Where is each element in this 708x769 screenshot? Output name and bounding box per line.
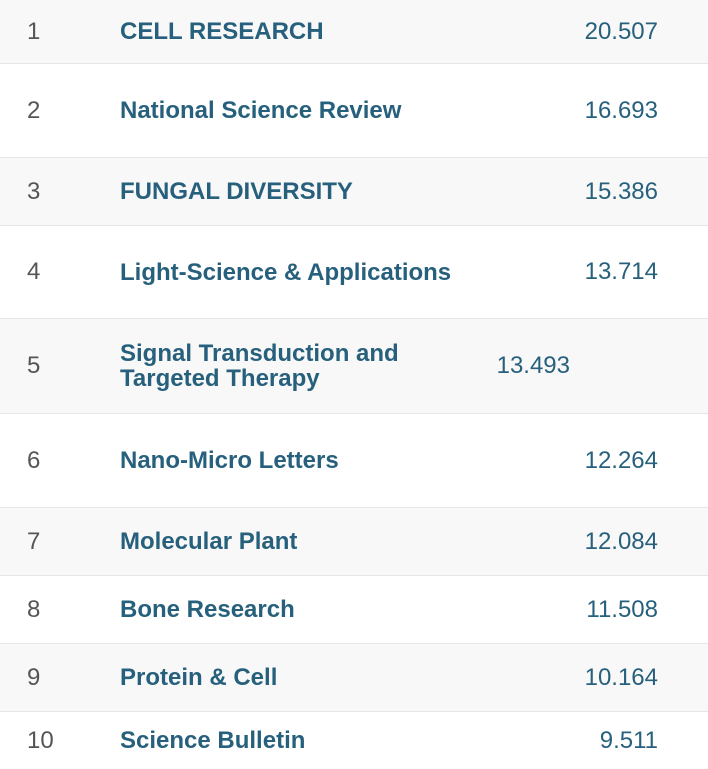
- rank-cell: 6: [27, 446, 41, 474]
- table-row: 2 National Science Review 16.693: [0, 64, 708, 158]
- journal-link[interactable]: FUNGAL DIVERSITY: [120, 178, 353, 205]
- rank-cell: 8: [27, 595, 41, 623]
- journal-link[interactable]: Bone Research: [120, 596, 295, 623]
- rank-cell: 2: [27, 96, 41, 124]
- impact-factor-cell: 13.493: [496, 352, 570, 379]
- table-row: 4 Light-Science & Applications 13.714: [0, 226, 708, 319]
- table-row: 5 Signal Transduction and Targeted Thera…: [0, 319, 708, 414]
- journal-link[interactable]: Light-Science & Applications: [120, 258, 452, 286]
- rank-cell: 1: [27, 17, 41, 45]
- impact-factor-cell: 10.164: [584, 663, 658, 691]
- rank-cell: 10: [27, 726, 54, 754]
- table-row: 1 CELL RESEARCH 20.507: [0, 0, 708, 64]
- journal-link[interactable]: CELL RESEARCH: [120, 18, 324, 45]
- table-row: 8 Bone Research 11.508: [0, 576, 708, 644]
- journal-link[interactable]: National Science Review: [120, 97, 402, 124]
- impact-factor-cell: 20.507: [584, 17, 658, 45]
- table-row: 7 Molecular Plant 12.084: [0, 508, 708, 576]
- impact-factor-cell: 15.386: [584, 177, 658, 205]
- table-row: 10 Science Bulletin 9.511: [0, 712, 708, 769]
- rank-cell: 7: [27, 527, 41, 555]
- rank-cell: 9: [27, 663, 41, 691]
- impact-factor-cell: 12.084: [584, 527, 658, 555]
- impact-factor-cell: 9.511: [599, 726, 658, 754]
- rank-cell: 4: [27, 258, 41, 285]
- impact-factor-cell: 16.693: [584, 96, 658, 124]
- journal-link[interactable]: Nano-Micro Letters: [120, 447, 339, 474]
- table-row: 6 Nano-Micro Letters 12.264: [0, 414, 708, 508]
- table-row: 9 Protein & Cell 10.164: [0, 644, 708, 712]
- impact-factor-cell: 11.508: [586, 595, 658, 623]
- impact-factor-cell: 12.264: [584, 446, 658, 474]
- rank-cell: 3: [27, 177, 41, 205]
- journal-link[interactable]: Protein & Cell: [120, 664, 278, 691]
- journal-link[interactable]: Molecular Plant: [120, 528, 298, 555]
- table-row: 3 FUNGAL DIVERSITY 15.386: [0, 158, 708, 226]
- impact-factor-cell: 13.714: [584, 258, 658, 285]
- journal-link[interactable]: Signal Transduction and Targeted Therapy: [120, 340, 399, 392]
- journal-link[interactable]: Science Bulletin: [120, 727, 306, 754]
- rank-cell: 5: [27, 352, 41, 379]
